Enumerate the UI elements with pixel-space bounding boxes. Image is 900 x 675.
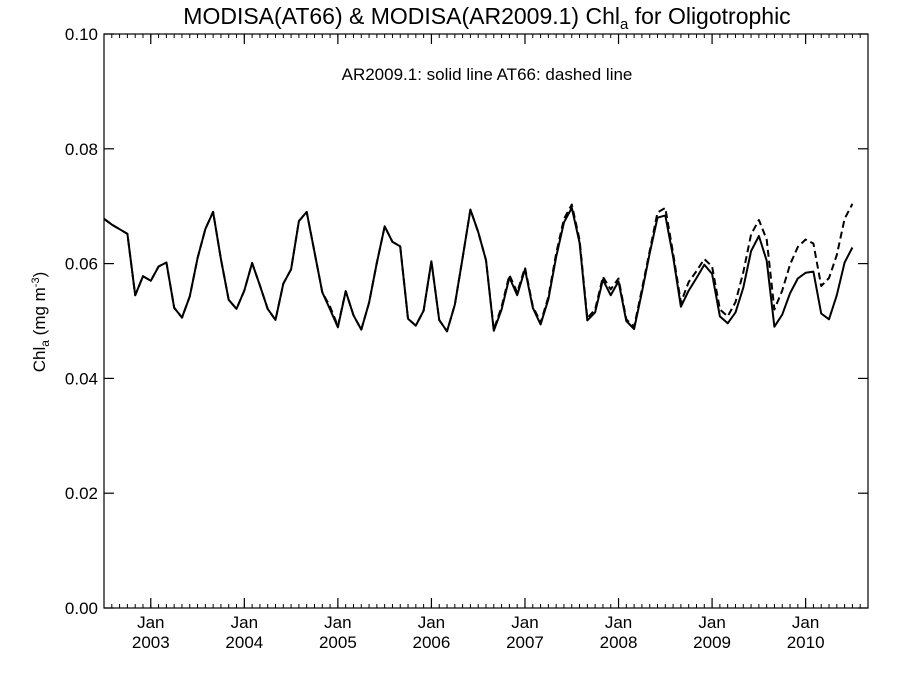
y-tick-label: 0.00 [65, 599, 98, 618]
series-line-at66 [103, 203, 854, 333]
x-tick-year-label: 2010 [787, 633, 825, 652]
y-tick-label: 0.10 [65, 25, 98, 44]
x-tick-month-label: Jan [418, 613, 445, 632]
series-line-ar2009-1 [103, 206, 854, 333]
x-tick-month-label: Jan [511, 613, 538, 632]
y-axis-label: Chla (mg m-3) [30, 272, 52, 373]
y-tick-label: 0.02 [65, 484, 98, 503]
x-axis-ticks: Jan2003Jan2004Jan2005Jan2006Jan2007Jan20… [103, 34, 869, 652]
chart-title-main: MODISA(AT66) & MODISA(AR2009.1) Chl [183, 3, 620, 29]
x-tick-month-label: Jan [137, 613, 164, 632]
plot-frame [103, 33, 869, 609]
x-tick-year-label: 2009 [693, 633, 731, 652]
x-tick-month-label: Jan [324, 613, 351, 632]
y-tick-label: 0.04 [65, 369, 98, 388]
y-axis-label-superscript: -3 [30, 277, 42, 287]
y-axis-label-subscript: a [38, 340, 52, 347]
x-tick-month-label: Jan [698, 613, 725, 632]
y-axis-ticks: 0.00 0.02 0.04 0.06 0.08 0.10 [65, 25, 868, 618]
x-tick-month-label: Jan [605, 613, 632, 632]
x-tick-month-label: Jan [231, 613, 258, 632]
x-tick-year-label: 2008 [600, 633, 638, 652]
y-axis-label-unit-open: (mg m [30, 287, 49, 340]
y-axis-label-main: Chl [30, 347, 49, 373]
x-tick-year-label: 2003 [132, 633, 170, 652]
y-axis-label-unit-close: ) [30, 272, 49, 278]
x-tick-year-label: 2007 [506, 633, 544, 652]
chart-title: MODISA(AT66) & MODISA(AR2009.1) Chla for… [183, 3, 790, 33]
x-tick-month-label: Jan [792, 613, 819, 632]
legend-annotation: AR2009.1: solid line AT66: dashed line [342, 65, 633, 84]
chart-title-rest: for Oligotrophic [628, 3, 790, 29]
x-tick-year-label: 2005 [319, 633, 357, 652]
y-tick-label: 0.06 [65, 255, 98, 274]
x-tick-year-label: 2006 [413, 633, 451, 652]
series-layer [103, 203, 854, 333]
y-tick-label: 0.08 [65, 140, 98, 159]
chart-title-subscript: a [620, 16, 629, 33]
x-tick-year-label: 2004 [225, 633, 263, 652]
